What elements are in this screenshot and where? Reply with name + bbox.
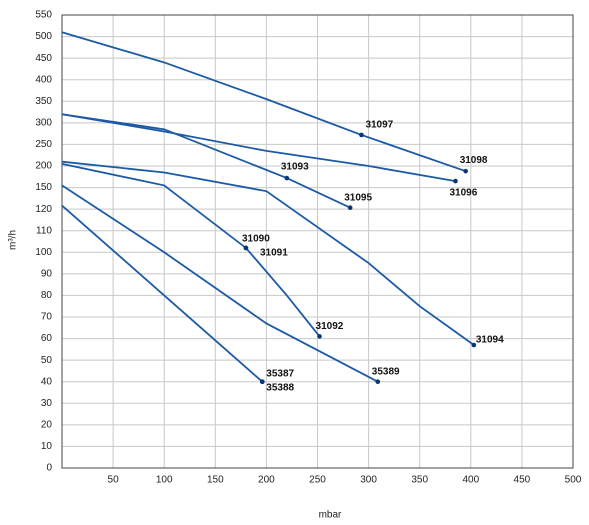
curve — [61, 184, 379, 383]
x-tick-label: 400 — [462, 475, 479, 486]
point-marker — [347, 205, 353, 211]
x-tick-label: 100 — [156, 475, 173, 486]
x-tick-label: 150 — [207, 475, 224, 486]
point-label: 31092 — [316, 321, 344, 332]
y-tick-label: 200 — [35, 161, 52, 172]
y-tick-label: 350 — [35, 96, 52, 107]
x-tick-label: 450 — [514, 475, 531, 486]
point-label: 31095 — [344, 192, 372, 203]
x-tick-label: 200 — [258, 475, 275, 486]
curve — [61, 31, 466, 173]
curve — [61, 113, 351, 209]
point-label: 31093 — [281, 162, 309, 173]
x-tick-label: 500 — [565, 475, 582, 486]
curve — [61, 204, 263, 383]
y-tick-label: 110 — [36, 225, 52, 236]
point-marker — [375, 379, 381, 385]
y-tick-label: 20 — [41, 419, 53, 430]
point-label: 31090 — [242, 234, 270, 245]
y-tick-label: 100 — [35, 247, 52, 258]
y-tick-label: 80 — [41, 290, 53, 301]
x-tick-label: 50 — [108, 475, 120, 486]
y-tick-label: 70 — [41, 312, 53, 323]
y-axis-label: m³/h — [8, 230, 19, 250]
y-tick-label: 400 — [35, 74, 52, 85]
point-marker — [243, 245, 249, 251]
point-marker — [453, 178, 458, 184]
point-label: 31098 — [460, 155, 488, 166]
y-tick-label: 50 — [41, 355, 53, 366]
point-marker — [359, 132, 364, 138]
x-tick-label: 350 — [411, 475, 428, 486]
point-marker — [284, 175, 290, 181]
y-tick-label: 60 — [41, 333, 53, 344]
point-marker — [463, 168, 468, 174]
plot-frame — [61, 14, 574, 469]
y-tick-label: 40 — [41, 376, 53, 387]
y-tick-label: 250 — [35, 139, 52, 150]
point-label: 31097 — [365, 120, 393, 131]
point-label: 31094 — [476, 335, 504, 346]
y-tick-label: 550 — [35, 10, 52, 21]
point-label: 35387 — [266, 368, 294, 379]
point-label: 31096 — [449, 188, 477, 199]
x-axis-label: mbar — [319, 510, 342, 521]
y-tick-label: 10 — [41, 441, 53, 452]
y-tick-label: 300 — [35, 117, 52, 128]
y-tick-label: 0 — [46, 463, 52, 474]
point-label: 35388 — [266, 382, 294, 393]
y-tick-label: 30 — [41, 398, 53, 409]
point-marker — [260, 379, 265, 385]
y-tick-label: 120 — [35, 204, 52, 215]
y-tick-label: 450 — [35, 53, 52, 64]
y-tick-label: 90 — [41, 268, 53, 279]
x-tick-label: 300 — [360, 475, 377, 486]
curve — [61, 160, 475, 346]
y-tick-label: 500 — [35, 31, 52, 42]
point-label: 31091 — [260, 248, 288, 259]
y-tick-label: 150 — [35, 182, 52, 193]
point-marker — [317, 334, 322, 339]
curve — [61, 113, 456, 182]
x-tick-label: 250 — [309, 475, 326, 486]
point-marker — [471, 342, 477, 348]
point-label: 35389 — [372, 366, 400, 377]
